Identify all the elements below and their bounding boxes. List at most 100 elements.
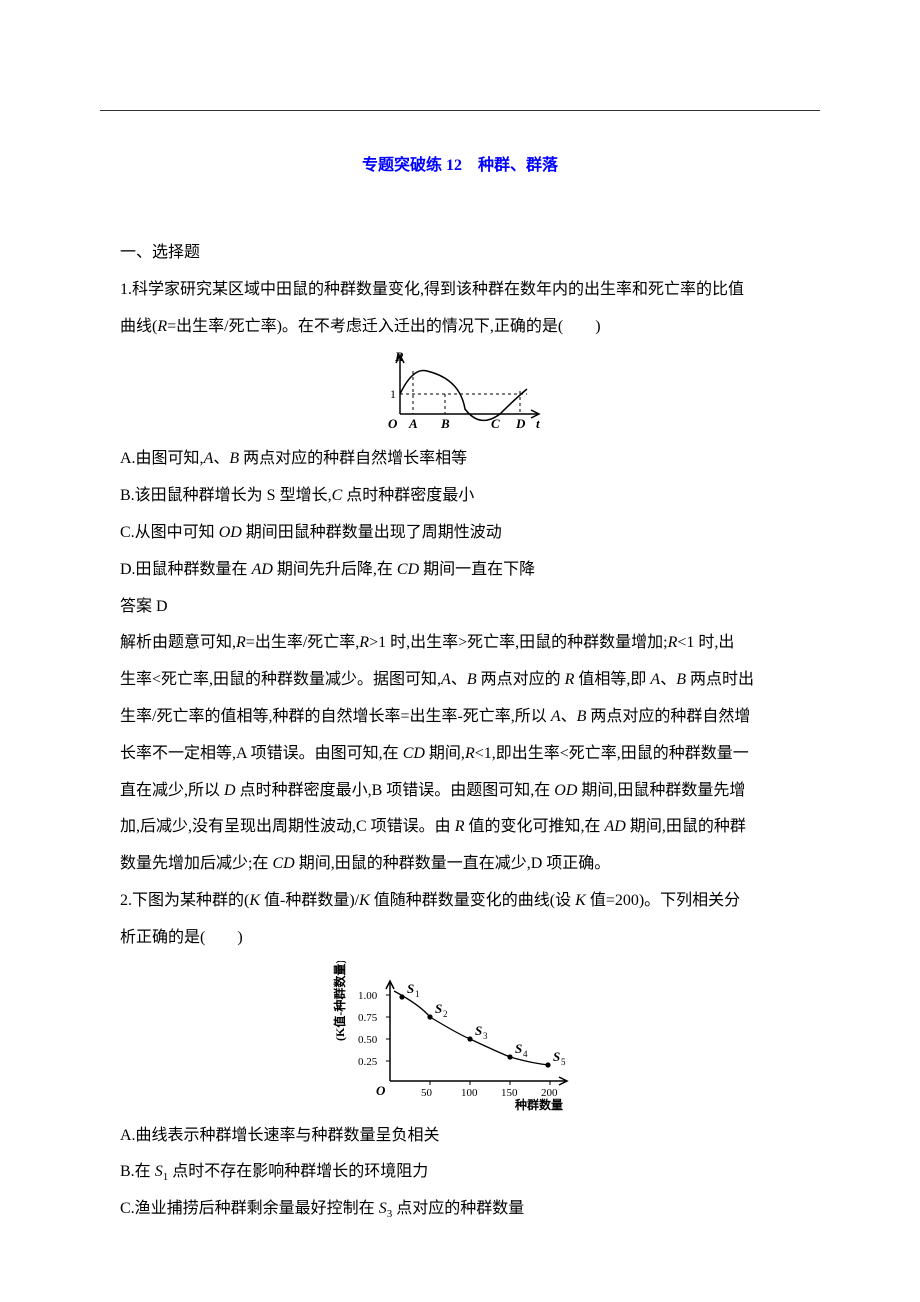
text: 曲线( <box>120 318 157 335</box>
text: =出生率/死亡率)。在不考虑迁入迁出的情况下,正确的是( ) <box>167 318 600 335</box>
text: 生率/死亡率的值相等,种群的自然增长率=出生率-死亡率,所以 <box>120 708 551 725</box>
q1-expl-l2: 生率<死亡率,田鼠的种群数量减少。据图可知,A、B 两点对应的 R 值相等,即 … <box>120 662 800 699</box>
text: D.田鼠种群数量在 <box>120 561 252 578</box>
svg-text:1: 1 <box>415 989 420 999</box>
var-OD: OD <box>219 524 242 541</box>
svg-text:4: 4 <box>523 1049 528 1059</box>
svg-text:0.75: 0.75 <box>358 1012 378 1024</box>
text: 点时种群密度最小 <box>342 487 474 504</box>
text: A.由图可知, <box>120 450 204 467</box>
svg-text:R: R <box>394 349 404 364</box>
svg-text:0.25: 0.25 <box>358 1056 378 1068</box>
q2-optA: A.曲线表示种群增长速率与种群数量呈负相关 <box>120 1118 800 1155</box>
text: B.在 <box>120 1163 155 1180</box>
svg-text:5: 5 <box>561 1057 566 1067</box>
svg-text:S: S <box>475 1023 482 1038</box>
text: 期间田鼠种群数量出现了周期性波动 <box>242 524 502 541</box>
var: OD <box>554 782 577 799</box>
var: CD <box>272 855 294 872</box>
text: 期间,田鼠种群数量先增 <box>577 782 745 799</box>
text: 、 <box>451 671 467 688</box>
svg-text:0.50: 0.50 <box>358 1034 378 1046</box>
q2-optB: B.在 S1 点时不存在影响种群增长的环境阻力 <box>120 1154 800 1191</box>
text: <1 时,出 <box>677 634 734 651</box>
var: B <box>467 671 477 688</box>
q1-expl-l4: 长率不一定相等,A 项错误。由图可知,在 CD 期间,R<1,即出生率<死亡率,… <box>120 736 800 773</box>
q1-stem-line2: 曲线(R=出生率/死亡率)。在不考虑迁入迁出的情况下,正确的是( ) <box>120 309 800 346</box>
text: 两点时出 <box>686 671 754 688</box>
var: R <box>668 634 678 651</box>
var: R <box>359 634 369 651</box>
text: =出生率/死亡率, <box>246 634 359 651</box>
svg-text:S: S <box>515 1041 522 1056</box>
svg-text:1.00: 1.00 <box>358 990 378 1002</box>
var-AD: AD <box>252 561 273 578</box>
text: 值随种群数量变化的曲线(设 <box>370 892 575 909</box>
var: A <box>650 671 660 688</box>
var: B <box>676 671 686 688</box>
q1-expl-l1: 解析由题意可知,R=出生率/死亡率,R>1 时,出生率>死亡率,田鼠的种群数量增… <box>120 625 800 662</box>
svg-text:O: O <box>388 416 398 431</box>
text: 期间, <box>425 745 465 762</box>
q1-answer: 答案 D <box>120 589 800 626</box>
q1-optB: B.该田鼠种群增长为 S 型增长,C 点时种群密度最小 <box>120 478 800 515</box>
var: AD <box>604 818 625 835</box>
var-K: K <box>359 892 370 909</box>
q2-optC: C.渔业捕捞后种群剩余量最好控制在 S3 点对应的种群数量 <box>120 1191 800 1228</box>
text: B.该田鼠种群增长为 S 型增长, <box>120 487 332 504</box>
text: 值的变化可推知,在 <box>464 818 604 835</box>
var: R <box>565 671 575 688</box>
figure-1: R1OABCDt <box>120 349 800 439</box>
var: A <box>551 708 561 725</box>
var-B: B <box>229 450 239 467</box>
text: 长率不一定相等,A 项错误。由图可知,在 <box>120 745 403 762</box>
svg-text:种群数量: 种群数量 <box>514 1097 563 1111</box>
var: A <box>441 671 451 688</box>
svg-text:B: B <box>440 416 450 431</box>
q1-expl-l7: 数量先增加后减少;在 CD 期间,田鼠的种群数量一直在减少,D 项正确。 <box>120 846 800 883</box>
var-R: R <box>157 318 167 335</box>
chart-scatter-icon: (K值-种群数量)/K值0.250.500.751.0050100150200O… <box>330 961 590 1111</box>
var: CD <box>403 745 425 762</box>
var-S: S <box>379 1200 387 1217</box>
var: R <box>465 745 475 762</box>
text: 期间一直在下降 <box>419 561 535 578</box>
svg-text:A: A <box>408 416 418 431</box>
text: 期间,田鼠的种群 <box>626 818 746 835</box>
svg-text:O: O <box>376 1083 386 1098</box>
figure-2: (K值-种群数量)/K值0.250.500.751.0050100150200O… <box>120 961 800 1116</box>
text: <1,即出生率<死亡率,田鼠的种群数量一 <box>475 745 749 762</box>
text: 期间,田鼠的种群数量一直在减少,D 项正确。 <box>295 855 611 872</box>
text: 、 <box>213 450 229 467</box>
q1-stem-line1: 1.科学家研究某区域中田鼠的种群数量变化,得到该种群在数年内的出生率和死亡率的比… <box>120 272 800 309</box>
text: 两点对应的种群自然增 <box>586 708 750 725</box>
svg-text:100: 100 <box>461 1087 478 1099</box>
text: 2.下图为某种群的( <box>120 892 249 909</box>
var-K: K <box>249 892 260 909</box>
var-CD: CD <box>397 561 419 578</box>
q1-expl-l3: 生率/死亡率的值相等,种群的自然增长率=出生率-死亡率,所以 A、B 两点对应的… <box>120 699 800 736</box>
text: 生率<死亡率,田鼠的种群数量减少。据图可知, <box>120 671 441 688</box>
svg-text:2: 2 <box>443 1009 448 1019</box>
var: B <box>577 708 587 725</box>
text: 加,后减少,没有呈现出周期性波动,C 项错误。由 <box>120 818 455 835</box>
q1-optD: D.田鼠种群数量在 AD 期间先升后降,在 CD 期间一直在下降 <box>120 552 800 589</box>
chart-curve-icon: R1OABCDt <box>365 349 555 434</box>
q2-stem-line1: 2.下图为某种群的(K 值-种群数量)/K 值随种群数量变化的曲线(设 K 值=… <box>120 883 800 920</box>
q1-expl-l6: 加,后减少,没有呈现出周期性波动,C 项错误。由 R 值的变化可推知,在 AD … <box>120 809 800 846</box>
var: R <box>236 634 246 651</box>
text: 值-种群数量)/ <box>260 892 359 909</box>
svg-text:50: 50 <box>421 1087 433 1099</box>
q1-optC: C.从图中可知 OD 期间田鼠种群数量出现了周期性波动 <box>120 515 800 552</box>
text: 值=200)。下列相关分 <box>586 892 740 909</box>
text: C.从图中可知 <box>120 524 219 541</box>
var: D <box>224 782 236 799</box>
text: 值相等,即 <box>574 671 650 688</box>
svg-text:S: S <box>553 1049 560 1064</box>
var-K: K <box>575 892 586 909</box>
text: 点时不存在影响种群增长的环境阻力 <box>168 1163 428 1180</box>
q1-optA: A.由图可知,A、B 两点对应的种群自然增长率相等 <box>120 441 800 478</box>
text: 解析由题意可知, <box>120 634 236 651</box>
text: 直在减少,所以 <box>120 782 224 799</box>
var-A: A <box>204 450 214 467</box>
